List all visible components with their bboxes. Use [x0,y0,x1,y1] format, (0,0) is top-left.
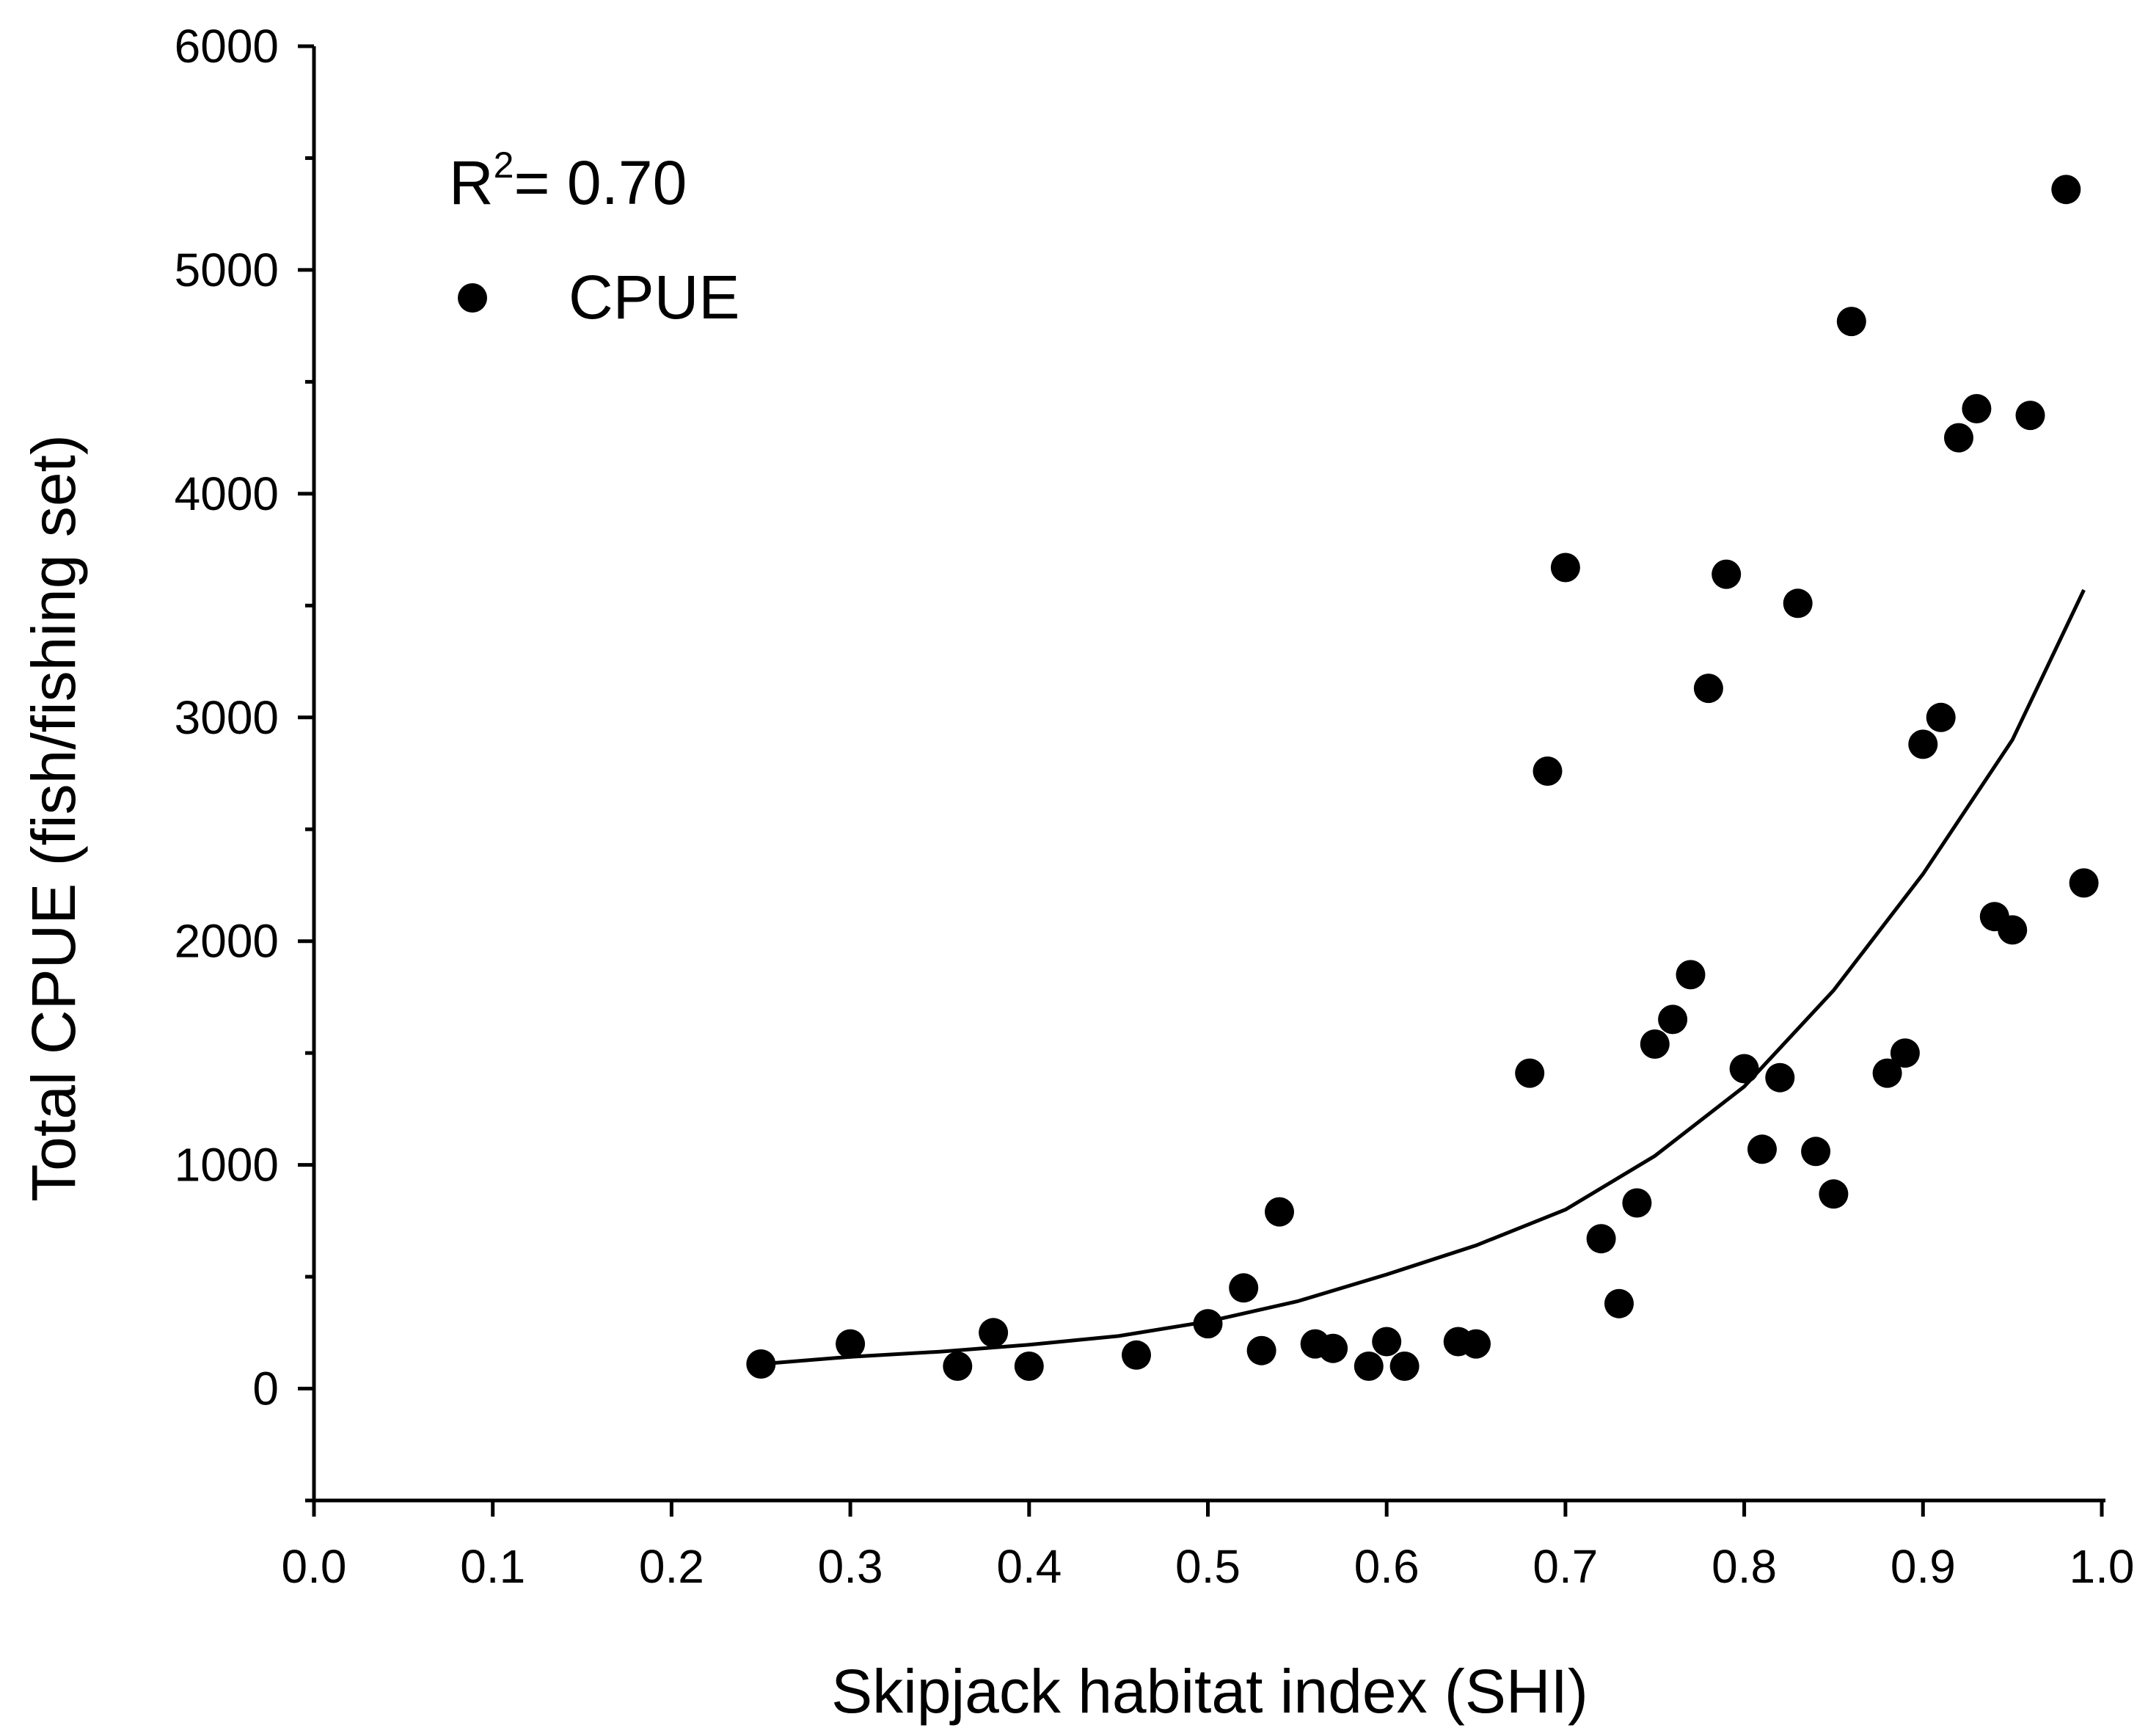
data-point [1461,1329,1491,1359]
data-point [943,1352,973,1381]
x-tick-label: 0.0 [282,1540,347,1593]
data-point [1372,1327,1402,1357]
x-tick-label: 0.9 [1891,1540,1956,1593]
x-tick-label: 0.6 [1354,1540,1420,1593]
legend-marker [458,283,487,313]
data-point [1926,702,1956,732]
x-ticks: 0.0 0.1 0.2 0.3 0.4 0.5 0.6 0.7 0.8 0.9 1.0 [282,1500,2135,1593]
x-tick-label: 0.8 [1712,1540,1777,1593]
r-squared-annotation: R2= 0.70 [449,145,687,217]
data-points [746,175,2099,1381]
r-squared-base: R [449,148,494,217]
r-squared-value: = 0.70 [514,148,687,217]
fit-curve [761,588,2086,1366]
data-point [1962,394,1992,423]
data-point [1318,1333,1348,1363]
data-point [1998,915,2028,945]
data-point [2069,868,2099,898]
data-point [1193,1309,1223,1339]
x-tick-label: 0.7 [1533,1540,1598,1593]
y-ticks: 0 1000 2000 3000 4000 5000 6000 [175,20,314,1503]
data-point [1122,1340,1151,1370]
y-tick-label: 5000 [175,244,279,296]
y-tick-label: 0 [252,1363,279,1415]
data-point [1246,1335,1276,1365]
x-tick-label: 0.4 [996,1540,1062,1593]
data-point [1693,674,1723,704]
data-point [1890,1038,1920,1068]
data-point [2015,401,2045,431]
data-point [1765,1062,1795,1093]
data-point [1729,1054,1759,1084]
legend-label: CPUE [569,263,739,332]
data-point [1640,1029,1670,1059]
y-tick-label: 6000 [175,20,279,73]
data-point [1389,1352,1420,1381]
y-tick-label: 4000 [175,467,279,520]
x-tick-label: 1.0 [2070,1540,2135,1593]
data-point [1783,588,1813,619]
y-tick-label: 1000 [175,1139,279,1192]
svg-text:R2= 0.70: R2= 0.70 [449,145,687,217]
y-tick-label: 3000 [175,691,279,744]
legend: CPUE [458,263,739,332]
data-point [2051,175,2081,205]
data-point [1622,1188,1652,1218]
data-point [1836,307,1866,337]
data-point [1747,1134,1777,1164]
data-point [1515,1058,1545,1088]
x-tick-label: 0.5 [1175,1540,1241,1593]
data-point [1676,960,1706,990]
data-point [979,1318,1009,1348]
x-axis-title: Skipjack habitat index (SHI) [831,1657,1588,1726]
data-point [1014,1352,1044,1381]
data-point [836,1329,866,1359]
data-point [1712,559,1742,589]
x-tick-label: 0.2 [639,1540,704,1593]
data-point [1354,1352,1384,1381]
data-point [1944,423,1973,453]
y-tick-label: 2000 [175,915,279,968]
data-point [746,1349,776,1379]
data-point [1801,1137,1831,1167]
x-tick-label: 0.1 [460,1540,525,1593]
data-point [1604,1288,1634,1319]
y-axis-title: Total CPUE (fish/fishing set) [19,434,88,1202]
data-point [1819,1179,1849,1209]
data-point [1265,1197,1294,1227]
x-tick-label: 0.3 [818,1540,883,1593]
data-point [1229,1273,1259,1303]
data-point [1550,552,1580,583]
data-point [1586,1224,1616,1254]
data-point [1658,1004,1688,1035]
data-point [1872,1058,1902,1088]
r-squared-superscript: 2 [494,145,514,186]
data-point [1908,729,1938,759]
data-point [1533,756,1563,786]
